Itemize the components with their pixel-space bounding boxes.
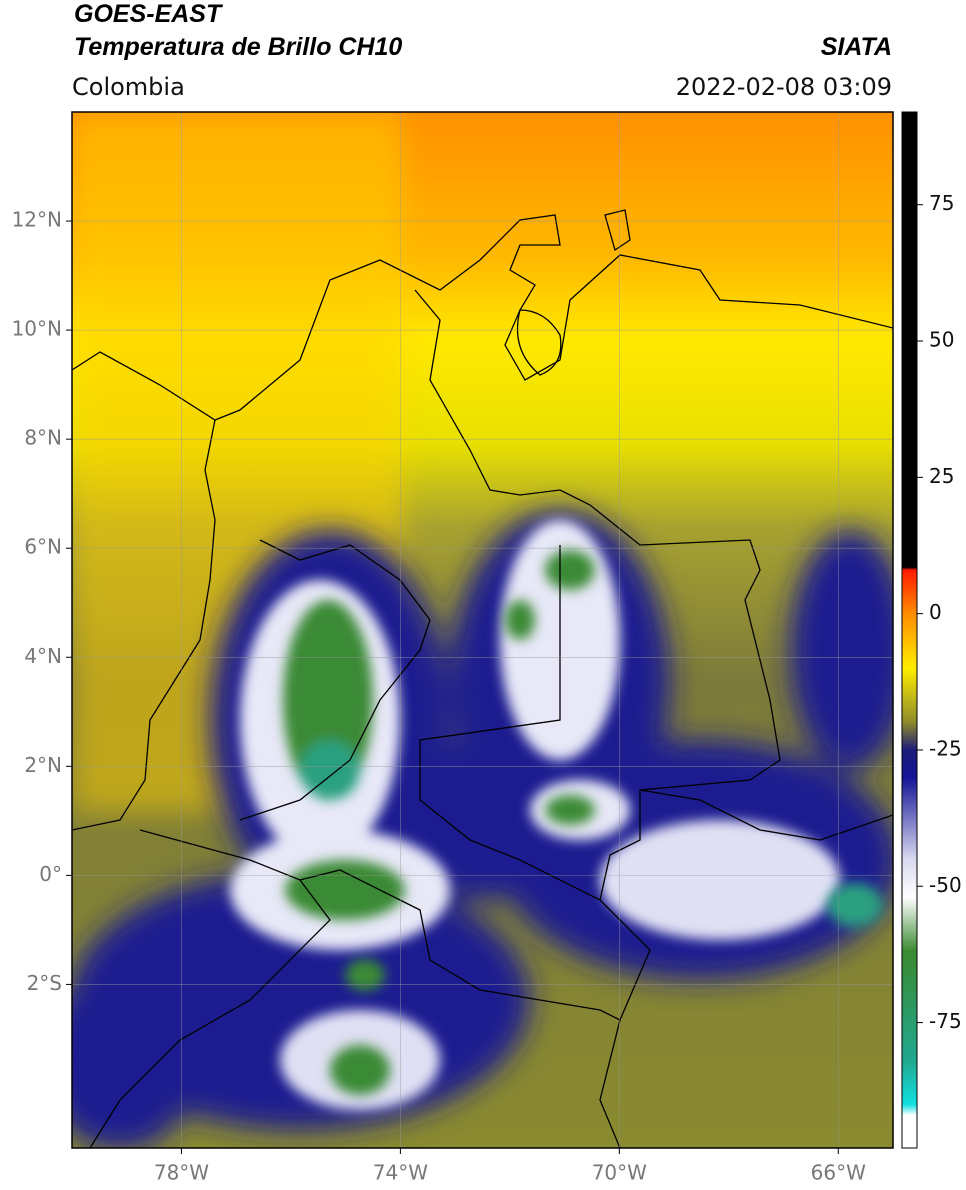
- title: Temperatura de Brillo CH10: [74, 33, 402, 61]
- colorbar-tick-label: 75: [929, 191, 954, 215]
- colorbar-tick-label: -50: [929, 873, 962, 897]
- colorbar-tick-label: 50: [929, 328, 954, 352]
- title: GOES-EAST: [74, 0, 224, 28]
- map-frame: [71, 111, 894, 1149]
- x-tick-label: 66°W: [811, 1161, 866, 1185]
- x-tick-label: 78°W: [154, 1161, 209, 1185]
- colorbar: [901, 111, 918, 1149]
- y-tick-label: 6°N: [24, 535, 62, 559]
- colorbar-tick-label: 25: [929, 464, 954, 488]
- x-tick-label: 70°W: [592, 1161, 647, 1185]
- colorbar-tick-label: -75: [929, 1009, 962, 1033]
- y-tick-label: 2°N: [24, 753, 62, 777]
- y-tick-label: 0°: [39, 862, 62, 886]
- x-tick-label: 74°W: [373, 1161, 428, 1185]
- y-tick-label: 12°N: [12, 208, 62, 232]
- source: SIATA: [821, 33, 892, 61]
- y-tick-label: 4°N: [24, 644, 62, 668]
- y-tick-label: 10°N: [12, 317, 62, 341]
- region: Colombia: [72, 73, 185, 101]
- y-tick-label: 8°N: [24, 426, 62, 450]
- satellite-image: [72, 112, 893, 1148]
- colorbar-tick-label: 0: [929, 600, 942, 624]
- y-tick-label: 2°S: [27, 971, 62, 995]
- colorbar-tick-label: -25: [929, 736, 962, 760]
- timestamp: 2022-02-08 03:09: [676, 73, 892, 101]
